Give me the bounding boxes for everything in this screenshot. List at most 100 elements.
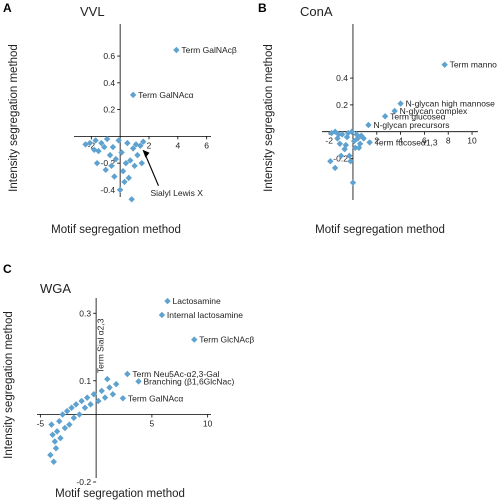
chart-2-point-15 xyxy=(61,424,69,432)
chart-1-point-21 xyxy=(331,164,339,172)
chart-0-point-1 xyxy=(129,91,137,99)
chart-2-point-28 xyxy=(98,387,105,395)
chart-2-point-29 xyxy=(101,394,109,401)
chart-0-point-29 xyxy=(116,186,124,194)
chart-1-x-tick-label-0: -2 xyxy=(325,136,333,146)
chart-1-point-0 xyxy=(441,61,448,68)
chart-1-x-tick-label-5: 10 xyxy=(467,136,477,146)
chart-0-point-28 xyxy=(111,173,118,180)
chart-0-point-22 xyxy=(131,162,138,170)
chart-0-title: VVL xyxy=(80,4,105,19)
chart-0-point-31 xyxy=(122,159,130,167)
chart-1-x-tick-label-4: 8 xyxy=(446,136,451,146)
chart-2-y-tick-label-0: 0.3 xyxy=(79,308,91,318)
chart-2-point-0 xyxy=(164,297,171,305)
chart-2-x-tick-label-1: 5 xyxy=(150,419,155,429)
chart-2-vertical-annotation: Term Sial α2,3 xyxy=(95,318,105,373)
chart-0-point-18 xyxy=(125,174,132,182)
chart-0-callout-arrowhead xyxy=(142,149,150,158)
chart-1-point-20 xyxy=(327,157,334,165)
chart-2-point-4 xyxy=(104,375,111,383)
chart-1-point-25 xyxy=(349,179,357,186)
chart-2-point-1 xyxy=(158,311,166,319)
chart-1-point-27 xyxy=(354,135,361,142)
chart-2-point-8 xyxy=(49,431,56,438)
chart-1-point-2 xyxy=(391,107,398,115)
chart-1-title: ConA xyxy=(300,4,333,19)
chart-1-x-axis-title: Motif segregation method xyxy=(315,224,445,236)
chart-2-point-13 xyxy=(57,434,64,442)
chart-0-x-tick-label-2: 4 xyxy=(175,140,180,150)
chart-0-y-axis-title: Intensity segregation method xyxy=(8,44,20,192)
chart-1-annotation-3: Term glucoseα xyxy=(390,111,446,121)
chart-0-callout-label: Sialyl Lewis X xyxy=(151,188,204,198)
chart-0-point-15 xyxy=(119,167,127,175)
chart-1-y-tick-label-0: 0.4 xyxy=(336,73,348,83)
chart-2-annotation-0: Lactosamine xyxy=(173,296,221,306)
chart-1-point-9 xyxy=(336,140,344,147)
chart-1-point-30 xyxy=(344,129,352,137)
chart-1-point-28 xyxy=(356,140,364,147)
chart-2-point-9 xyxy=(51,438,59,445)
chart-0-point-10 xyxy=(106,151,114,159)
chart-0-point-3 xyxy=(86,139,94,147)
chart-2-point-24 xyxy=(83,394,91,401)
chart-1-point-10 xyxy=(339,131,346,138)
chart-1-point-23 xyxy=(342,141,350,149)
chart-2-point-6 xyxy=(119,395,127,402)
chart-0-x-tick-label-0: -2 xyxy=(88,140,96,150)
chart-0-point-12 xyxy=(112,155,120,163)
chart-0-annotation-1: Term GalNAcα xyxy=(138,90,194,100)
chart-0-point-8 xyxy=(101,143,108,151)
chart-1-point-19 xyxy=(360,135,367,142)
chart-2-y-axis-title: Intensity segregation method xyxy=(3,311,15,459)
chart-2-point-5 xyxy=(135,378,142,385)
chart-0-point-14 xyxy=(118,149,125,156)
chart-0-point-33 xyxy=(108,162,115,170)
chart-1-x-tick-label-1: 2 xyxy=(374,136,379,146)
chart-0-x-tick-label-3: 6 xyxy=(204,140,209,150)
chart-1-annotation-0: Term mannoseα xyxy=(450,60,497,70)
chart-2-point-32 xyxy=(112,380,120,388)
chart-1-annotation-1: N-glycan high mannose xyxy=(406,99,496,109)
chart-2-point-7 xyxy=(48,421,55,428)
chart-0-point-7 xyxy=(98,139,105,147)
chart-1-point-6 xyxy=(328,129,335,137)
chart-2-title: WGA xyxy=(40,281,71,296)
chart-1-point-5 xyxy=(366,139,373,146)
chart-1-point-13 xyxy=(346,152,353,160)
chart-1-point-1 xyxy=(397,100,404,107)
chart-2-point-10 xyxy=(52,445,60,452)
chart-0-point-5 xyxy=(92,137,99,144)
chart-2-annotation-4: Branching (β1,6GlcNac) xyxy=(144,376,235,386)
chart-1-annotation-5: Term fucoseα1,3 xyxy=(375,137,438,147)
chart-0-y-tick-label-2: 0.2 xyxy=(103,105,115,115)
chart-2-panel-letter: C xyxy=(3,262,12,276)
chart-0-y-tick-label-0: 0.6 xyxy=(103,51,115,61)
chart-2-annotation-1: Internal lactosamine xyxy=(167,310,243,320)
chart-1-x-tick-label-3: 6 xyxy=(422,136,427,146)
chart-0-point-26 xyxy=(140,138,147,145)
chart-2-point-17 xyxy=(66,421,73,428)
chart-2-point-25 xyxy=(87,401,94,408)
chart-0-x-axis-title: Motif segregation method xyxy=(51,224,181,236)
chart-2-x-tick-label-0: -5 xyxy=(37,419,45,429)
chart-2-point-23 xyxy=(81,404,89,411)
chart-0-point-21 xyxy=(129,145,137,152)
chart-2-annotation-2: Term GlcNAcβ xyxy=(199,335,254,345)
chart-1-x-tick-label-2: 4 xyxy=(398,136,403,146)
chart-2-point-22 xyxy=(78,397,85,405)
chart-0-x-tick-label-1: 2 xyxy=(147,140,152,150)
chart-0-y-tick-label-4: -0.4 xyxy=(100,185,115,195)
chart-0-point-6 xyxy=(95,147,102,155)
chart-0-point-9 xyxy=(103,135,111,143)
chart-2-point-20 xyxy=(72,401,80,408)
chart-0-panel-letter: A xyxy=(3,1,12,15)
chart-0-point-30 xyxy=(93,159,101,167)
chart-1-point-4 xyxy=(365,121,372,129)
chart-1-y-axis-title: Intensity segregation method xyxy=(263,44,275,192)
chart-1-point-24 xyxy=(347,157,354,165)
chart-1-annotation-4: N-glycan precursors xyxy=(373,120,449,130)
chart-1-point-22 xyxy=(337,152,345,160)
